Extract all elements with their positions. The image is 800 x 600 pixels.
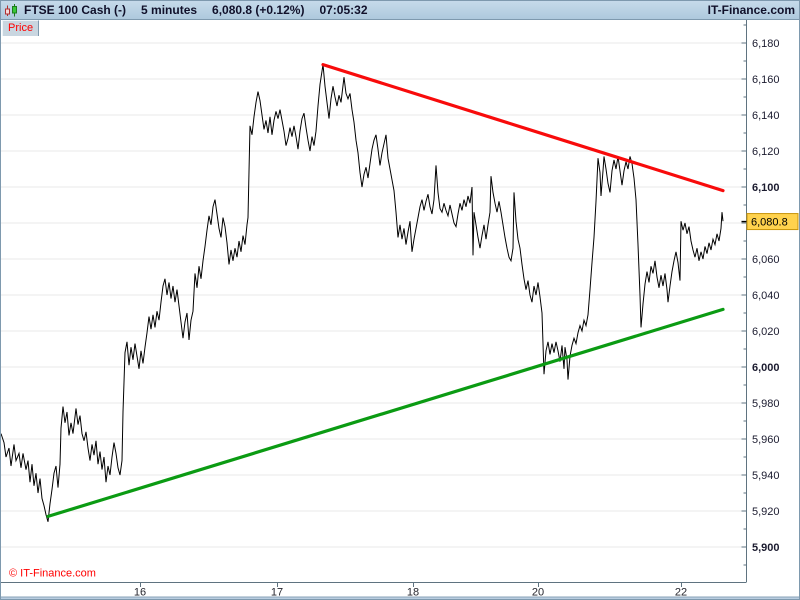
trendline-descending-resistance[interactable] bbox=[321, 62, 725, 193]
last-quote: 6,080.8 (+0.12%) bbox=[212, 3, 305, 17]
y-axis-label-5920: 5,920 bbox=[752, 506, 780, 518]
brand-label: IT-Finance.com bbox=[707, 3, 795, 17]
y-axis-label-6040: 6,040 bbox=[752, 290, 780, 302]
x-axis-label-16: 16 bbox=[134, 587, 146, 599]
y-axis-label-6060: 6,060 bbox=[752, 254, 780, 266]
y-axis-label-5900: 5,900 bbox=[752, 542, 780, 554]
y-axis-label-5940: 5,940 bbox=[752, 470, 780, 482]
x-axis-label-22: 22 bbox=[675, 587, 687, 599]
tab-price[interactable]: Price bbox=[2, 20, 40, 36]
y-axis-label-6180: 6,180 bbox=[752, 38, 780, 50]
copyright-watermark: © IT-Finance.com bbox=[9, 568, 96, 580]
bottom-strip bbox=[1, 597, 799, 599]
y-axis-label-6120: 6,120 bbox=[752, 146, 780, 158]
y-axis-label-5960: 5,960 bbox=[752, 434, 780, 446]
title-bar: FTSE 100 Cash (-) 5 minutes 6,080.8 (+0.… bbox=[1, 1, 799, 20]
y-axis-label-5980: 5,980 bbox=[752, 398, 780, 410]
y-axis-label-6000: 6,000 bbox=[752, 362, 780, 374]
x-axis-label-18: 18 bbox=[407, 587, 419, 599]
timeframe-label: 5 minutes bbox=[141, 3, 198, 17]
last-price-label: 6,080.8 bbox=[751, 217, 788, 229]
x-axis-label-20: 20 bbox=[532, 587, 544, 599]
y-axis-label-6160: 6,160 bbox=[752, 74, 780, 86]
price-line bbox=[1, 64, 724, 522]
trendline-ascending-support[interactable] bbox=[46, 307, 725, 519]
price-chart-canvas[interactable]: 6,1806,1606,1406,1206,1006,0806,0606,040… bbox=[1, 20, 800, 600]
y-axis-label-6100: 6,100 bbox=[752, 182, 780, 194]
instrument-name: FTSE 100 Cash (-) bbox=[24, 3, 127, 17]
candlestick-icon bbox=[5, 3, 17, 16]
y-axis-label-6020: 6,020 bbox=[752, 326, 780, 338]
last-price-label-box bbox=[746, 213, 799, 231]
tab-price-label: Price bbox=[8, 22, 34, 34]
quote-time: 07:05:32 bbox=[319, 3, 368, 17]
chart-area[interactable]: 6,1806,1606,1406,1206,1006,0806,0606,040… bbox=[1, 20, 800, 600]
x-axis-label-17: 17 bbox=[271, 587, 283, 599]
y-axis-label-6140: 6,140 bbox=[752, 110, 780, 122]
